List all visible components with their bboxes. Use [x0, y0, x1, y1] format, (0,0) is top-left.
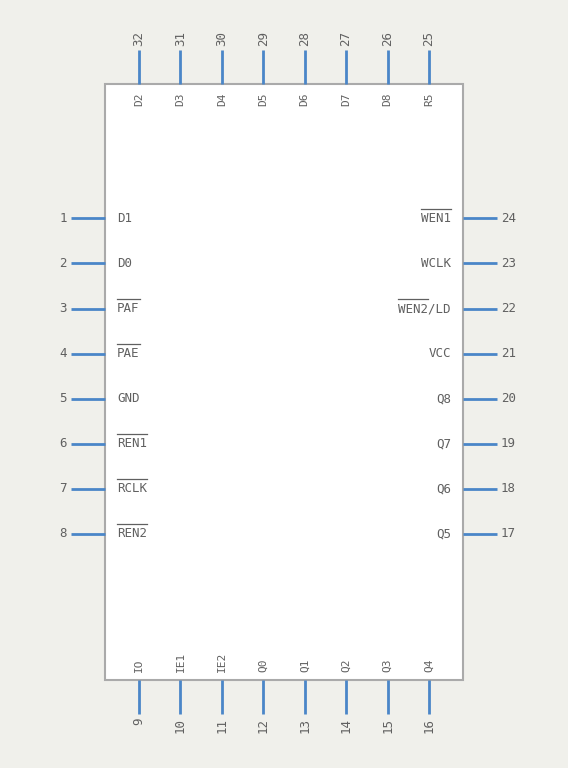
Text: 19: 19 [501, 437, 516, 450]
Text: 10: 10 [174, 718, 187, 733]
Text: PAF: PAF [117, 302, 140, 315]
Text: Q4: Q4 [424, 658, 434, 672]
Text: 32: 32 [132, 31, 145, 46]
Text: IE2: IE2 [217, 651, 227, 672]
Text: 8: 8 [60, 528, 67, 541]
Text: Q8: Q8 [436, 392, 451, 406]
Text: D3: D3 [176, 92, 186, 106]
Text: 21: 21 [501, 347, 516, 360]
Text: D8: D8 [382, 92, 392, 106]
Text: D0: D0 [117, 257, 132, 270]
Text: 14: 14 [340, 718, 353, 733]
Text: D6: D6 [300, 92, 310, 106]
Text: 6: 6 [60, 437, 67, 450]
Text: 11: 11 [215, 718, 228, 733]
Text: 5: 5 [60, 392, 67, 406]
Text: D2: D2 [134, 92, 144, 106]
Text: R5: R5 [424, 92, 434, 106]
Text: 13: 13 [298, 718, 311, 733]
Text: REN2: REN2 [117, 528, 147, 541]
Text: 20: 20 [501, 392, 516, 406]
Text: Q6: Q6 [436, 482, 451, 495]
Text: 26: 26 [381, 31, 394, 46]
Text: 7: 7 [60, 482, 67, 495]
Text: 16: 16 [423, 718, 436, 733]
Text: 28: 28 [298, 31, 311, 46]
Text: IO: IO [134, 658, 144, 672]
Text: 4: 4 [60, 347, 67, 360]
Text: 29: 29 [257, 31, 270, 46]
Text: Q5: Q5 [436, 528, 451, 541]
Text: WEN1: WEN1 [421, 212, 451, 225]
Text: REN1: REN1 [117, 437, 147, 450]
Text: 2: 2 [60, 257, 67, 270]
Text: 22: 22 [501, 302, 516, 315]
Text: 23: 23 [501, 257, 516, 270]
Text: Q0: Q0 [258, 658, 268, 672]
Text: 17: 17 [501, 528, 516, 541]
Text: RCLK: RCLK [117, 482, 147, 495]
Text: 3: 3 [60, 302, 67, 315]
Text: PAE: PAE [117, 347, 140, 360]
Text: D4: D4 [217, 92, 227, 106]
Text: D7: D7 [341, 92, 351, 106]
Bar [105, 84, 463, 680]
Text: 24: 24 [501, 212, 516, 225]
Text: D5: D5 [258, 92, 268, 106]
Text: 27: 27 [340, 31, 353, 46]
Text: 1: 1 [60, 212, 67, 225]
Text: Q1: Q1 [300, 658, 310, 672]
Text: 31: 31 [174, 31, 187, 46]
Text: Q7: Q7 [436, 437, 451, 450]
Text: IE1: IE1 [176, 651, 186, 672]
Text: Q2: Q2 [341, 658, 351, 672]
Text: 18: 18 [501, 482, 516, 495]
Text: VCC: VCC [428, 347, 451, 360]
Text: 9: 9 [132, 718, 145, 725]
Text: D1: D1 [117, 212, 132, 225]
Text: 25: 25 [423, 31, 436, 46]
Text: Q3: Q3 [382, 658, 392, 672]
Text: WEN2/LD: WEN2/LD [398, 302, 451, 315]
Text: 12: 12 [257, 718, 270, 733]
Text: WCLK: WCLK [421, 257, 451, 270]
Text: GND: GND [117, 392, 140, 406]
Text: 15: 15 [381, 718, 394, 733]
Text: 30: 30 [215, 31, 228, 46]
